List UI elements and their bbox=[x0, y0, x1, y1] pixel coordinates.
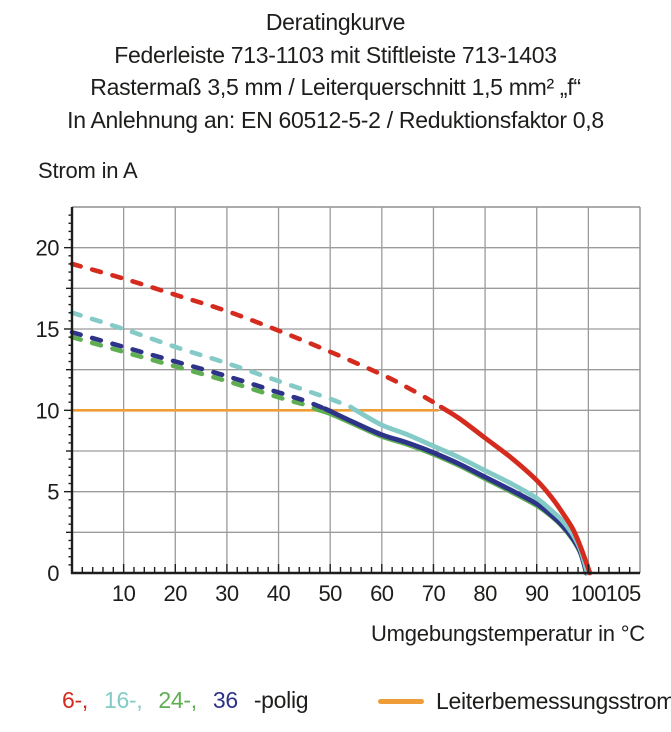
y-tick-label-0: 0 bbox=[47, 561, 59, 586]
x-tick-label-105: 105 bbox=[606, 581, 641, 606]
legend-entry-24-polig: 24-, bbox=[158, 687, 197, 713]
rated-current-line-swatch bbox=[378, 698, 424, 704]
chart-subtitle-spec: Rastermaß 3,5 mm / Leiterquerschnitt 1,5… bbox=[90, 74, 581, 100]
chart-subtitle-parts: Federleiste 713-1103 mit Stiftleiste 713… bbox=[114, 41, 557, 68]
x-tick-label-80: 80 bbox=[473, 581, 497, 606]
x-tick-label-100: 100 bbox=[571, 581, 606, 606]
legend-rated-current: Leiterbemessungsstrom bbox=[378, 687, 671, 715]
x-tick-label-50: 50 bbox=[318, 581, 342, 606]
derating-curve-chart: 10 20 30 40 50 60 70 80 90 100 105 0 5 10 15 20 bbox=[36, 206, 642, 606]
legend-entry-6-polig: 6-, bbox=[62, 687, 88, 713]
y-tick-label-15: 15 bbox=[36, 317, 60, 342]
chart-title-block: Deratingkurve Federleiste 713-1103 mit S… bbox=[0, 6, 671, 136]
x-tick-label-20: 20 bbox=[164, 581, 188, 606]
y-tick-label-5: 5 bbox=[47, 480, 59, 505]
chart-title: Deratingkurve bbox=[265, 9, 406, 35]
legend-entry-36-polig: 36 bbox=[212, 687, 238, 713]
curve-16-polig-solid bbox=[348, 404, 590, 576]
x-tick-label-60: 60 bbox=[370, 581, 394, 606]
legend-entry-16-polig: 16-, bbox=[103, 687, 143, 713]
y-axis-title: Strom in A bbox=[38, 158, 138, 183]
x-axis-title: Umgebungstemperatur in °C bbox=[370, 621, 645, 646]
curve-16-polig-dashed bbox=[69, 310, 354, 410]
rated-current-label: Leiterbemessungsstrom bbox=[436, 687, 671, 714]
curve-36-polig-solid bbox=[322, 406, 589, 576]
x-tick-label-90: 90 bbox=[525, 581, 549, 606]
curve-24-polig-dashed bbox=[69, 334, 320, 412]
x-tick-label-10: 10 bbox=[112, 581, 136, 606]
curve-36-polig-dashed bbox=[69, 330, 328, 411]
x-tick-label-40: 40 bbox=[267, 581, 291, 606]
legend-pole-entries: 6-, 16-, 24-, 36 -polig bbox=[62, 687, 309, 714]
y-tick-label-20: 20 bbox=[36, 236, 60, 261]
chart-subtitle-norm: In Anlehnung an: EN 60512-5-2 / Reduktio… bbox=[67, 106, 604, 133]
x-tick-label-30: 30 bbox=[215, 581, 239, 606]
curve-6-polig-solid bbox=[438, 404, 593, 576]
legend-suffix-polig: -polig bbox=[253, 687, 309, 713]
y-tick-label-10: 10 bbox=[36, 398, 60, 423]
x-tick-label-70: 70 bbox=[422, 581, 446, 606]
